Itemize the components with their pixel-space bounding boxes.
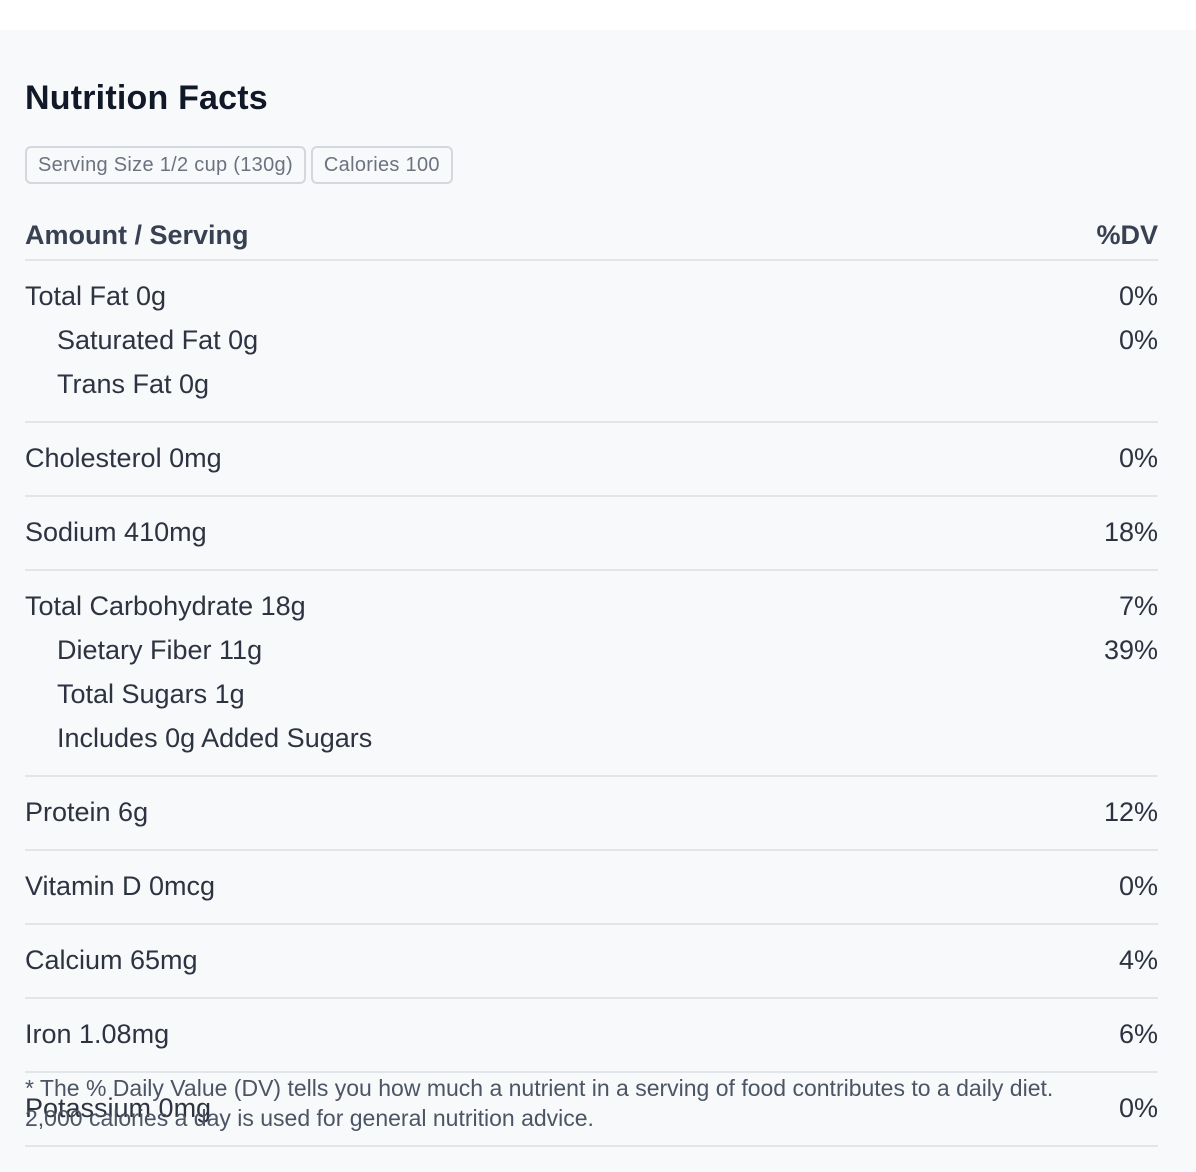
nutrient-label: Saturated Fat 0g <box>57 324 259 355</box>
nutrient-dv: 12% <box>1103 796 1158 827</box>
nutrient-row: Total Carbohydrate 18g 7% <box>25 584 1158 628</box>
nutrient-subrow: Includes 0g Added Sugars <box>25 716 1158 760</box>
nutrient-label: Total Carbohydrate 18g <box>25 590 306 621</box>
nutrient-subrow: Total Sugars 1g <box>25 672 1158 716</box>
nutrient-row: Iron 1.08mg 6% <box>25 1012 1158 1056</box>
nutrient-row: Protein 6g 12% <box>25 790 1158 834</box>
nutrient-label: Calcium 65mg <box>25 944 198 975</box>
nutrient-row: Vitamin D 0mcg 0% <box>25 864 1158 908</box>
nutrient-label: Sodium 410mg <box>25 516 207 547</box>
page-title: Nutrition Facts <box>25 79 268 117</box>
nutrient-dv: 0% <box>1118 870 1158 901</box>
nutrient-group: Calcium 65mg 4% <box>25 925 1158 999</box>
nutrient-dv: 0% <box>1118 442 1158 473</box>
dv-header: %DV <box>1096 219 1158 250</box>
nutrient-group: Iron 1.08mg 6% <box>25 999 1158 1073</box>
nutrient-row: Total Fat 0g 0% <box>25 274 1158 318</box>
nutrient-dv: 7% <box>1118 590 1158 621</box>
calories-chip: Calories 100 <box>310 146 453 184</box>
nutrient-row: Potassium 0mg 0% <box>25 1086 1158 1130</box>
nutrient-label: Total Sugars 1g <box>57 678 245 709</box>
nutrient-label: Includes 0g Added Sugars <box>57 722 373 753</box>
nutrient-dv: 0% <box>1118 280 1158 311</box>
nutrient-dv: 0% <box>1118 1092 1158 1123</box>
nutrient-row: Calcium 65mg 4% <box>25 938 1158 982</box>
serving-size-chip: Serving Size 1/2 cup (130g) <box>25 146 306 184</box>
nutrient-row: Sodium 410mg 18% <box>25 510 1158 554</box>
nutrient-subrow: Trans Fat 0g <box>25 362 1158 406</box>
nutrient-group: Cholesterol 0mg 0% <box>25 423 1158 497</box>
nutrient-label: Total Fat 0g <box>25 280 167 311</box>
nutrient-label: Potassium 0mg <box>25 1092 212 1123</box>
nutrient-subrow: Saturated Fat 0g 0% <box>25 318 1158 362</box>
nutrient-dv: 0% <box>1118 324 1158 355</box>
nutrient-label: Protein 6g <box>25 796 149 827</box>
nutrient-label: Iron 1.08mg <box>25 1018 170 1049</box>
footnote-line: * The % Daily Value (DV) tells you how m… <box>25 1075 1054 1101</box>
nutrient-label: Vitamin D 0mcg <box>25 870 216 901</box>
nutrient-label: Cholesterol 0mg <box>25 442 222 473</box>
nutrient-label: Dietary Fiber 11g <box>57 634 263 665</box>
nutrition-panel: Nutrition Facts Serving Size 1/2 cup (13… <box>0 30 1196 1172</box>
nutrient-table: Total Fat 0g 0% Saturated Fat 0g 0% Trans Fa… <box>25 261 1158 1147</box>
footnote-line: 2,000 calories a day is used for general… <box>25 1105 594 1131</box>
nutrient-group: Vitamin D 0mcg 0% <box>25 851 1158 925</box>
summary-chips: Serving Size 1/2 cup (130g) Calories 100 <box>25 146 453 184</box>
nutrient-dv: 18% <box>1103 516 1158 547</box>
nutrient-dv: 4% <box>1118 944 1158 975</box>
amount-header: Amount / Serving <box>25 219 249 250</box>
nutrient-dv: 39% <box>1103 634 1158 665</box>
nutrient-group: Total Fat 0g 0% Saturated Fat 0g 0% Trans Fa… <box>25 261 1158 423</box>
nutrient-subrow: Dietary Fiber 11g 39% <box>25 628 1158 672</box>
footnote: * The % Daily Value (DV) tells you how m… <box>25 1073 1158 1133</box>
nutrient-group: Protein 6g 12% <box>25 777 1158 851</box>
table-header: Amount / Serving %DV <box>25 211 1158 261</box>
nutrient-dv: 6% <box>1118 1018 1158 1049</box>
nutrient-group: Sodium 410mg 18% <box>25 497 1158 571</box>
nutrient-group: Potassium 0mg 0% <box>25 1073 1158 1147</box>
nutrient-row: Cholesterol 0mg 0% <box>25 436 1158 480</box>
nutrient-group: Total Carbohydrate 18g 7% Dietary Fiber 11… <box>25 571 1158 777</box>
nutrient-label: Trans Fat 0g <box>57 368 210 399</box>
